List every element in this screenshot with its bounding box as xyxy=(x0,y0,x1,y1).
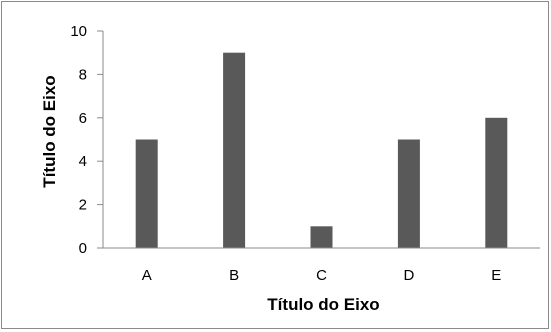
x-tick-label: C xyxy=(316,267,327,284)
bar-e xyxy=(485,117,508,248)
x-tick-label: A xyxy=(142,267,152,284)
x-tick-label: D xyxy=(403,267,414,284)
x-axis-title: Título do Eixo xyxy=(267,295,379,314)
y-tick-label: 6 xyxy=(79,110,87,127)
bar-b xyxy=(223,52,246,249)
y-axis-title: Título do Eixo xyxy=(40,75,59,187)
x-tick-label: E xyxy=(491,267,501,284)
x-tick-label: B xyxy=(229,267,239,284)
bar-d xyxy=(397,139,420,248)
y-tick-label: 2 xyxy=(79,197,87,214)
bar-a xyxy=(135,139,158,248)
y-tick-label: 4 xyxy=(79,153,87,170)
y-tick-label: 0 xyxy=(79,240,87,257)
y-tick-label: 10 xyxy=(70,23,87,40)
bar-c xyxy=(310,226,333,248)
bars-group xyxy=(135,52,508,249)
y-tick-label: 8 xyxy=(79,66,87,83)
axes-group xyxy=(97,31,540,249)
x-ticks-group: A B C D E xyxy=(142,267,502,284)
y-ticks-group: 0 2 4 6 8 10 xyxy=(70,23,103,257)
